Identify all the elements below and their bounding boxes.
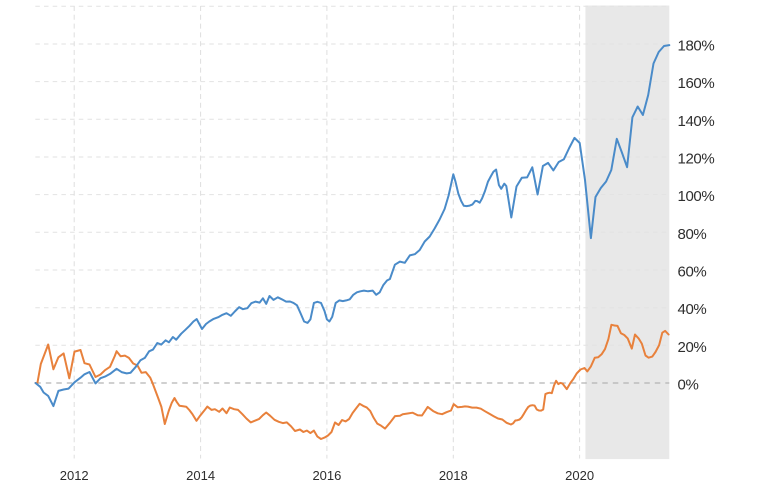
svg-text:40%: 40% (678, 301, 707, 318)
svg-text:140%: 140% (678, 113, 715, 130)
svg-text:2018: 2018 (439, 468, 468, 483)
svg-text:2012: 2012 (60, 468, 89, 483)
svg-text:80%: 80% (678, 226, 707, 243)
svg-text:160%: 160% (678, 75, 715, 92)
svg-text:2014: 2014 (186, 468, 215, 483)
svg-text:180%: 180% (678, 38, 715, 55)
svg-text:100%: 100% (678, 188, 715, 205)
svg-text:2020: 2020 (565, 468, 594, 483)
svg-text:20%: 20% (678, 339, 707, 356)
svg-text:120%: 120% (678, 151, 715, 168)
svg-text:0%: 0% (678, 377, 699, 394)
svg-text:2016: 2016 (312, 468, 341, 483)
svg-text:60%: 60% (678, 264, 707, 281)
